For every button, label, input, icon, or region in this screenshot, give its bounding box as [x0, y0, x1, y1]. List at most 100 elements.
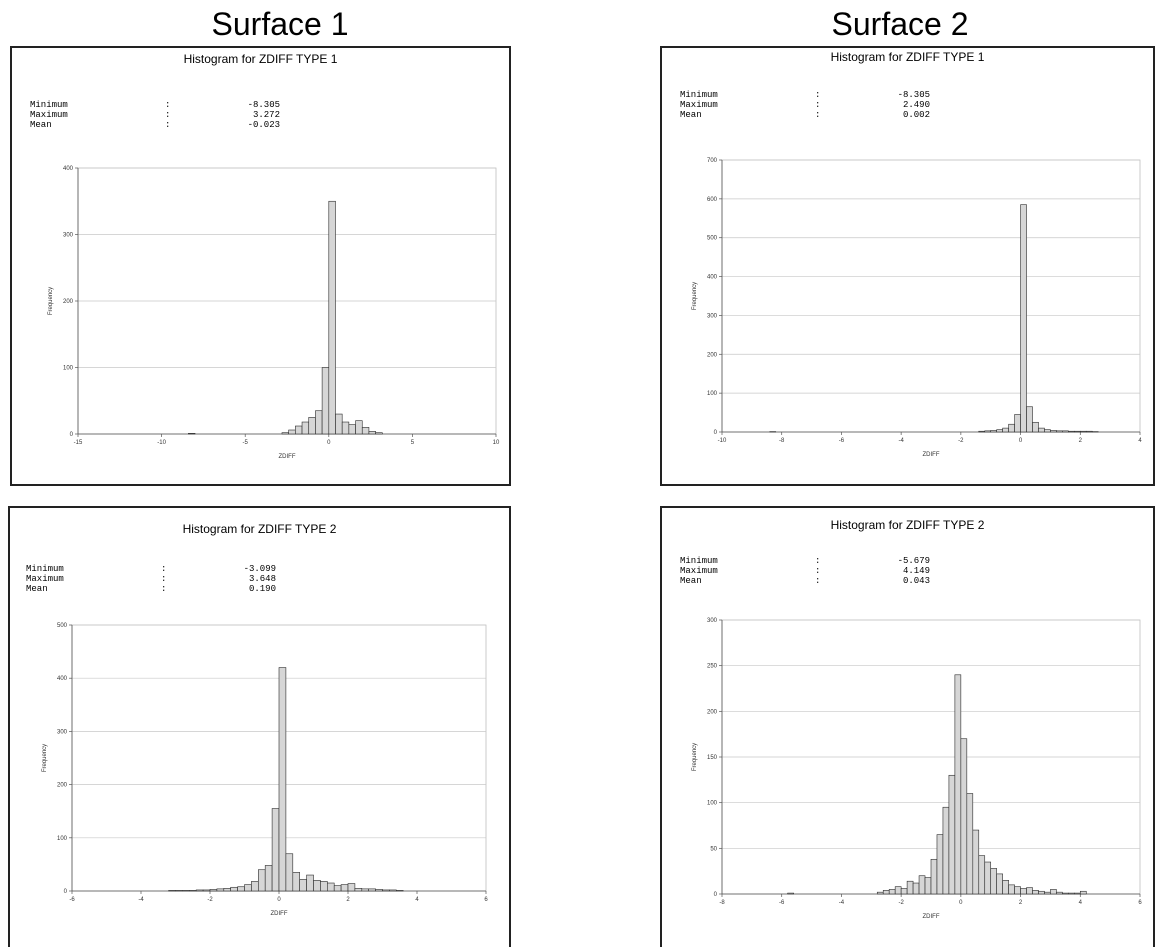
histogram-bar [1062, 893, 1068, 894]
x-tick-label: 4 [415, 897, 419, 903]
surface-2-title: Surface 2 [800, 6, 1000, 43]
x-tick-label: -2 [898, 900, 904, 906]
x-tick-label: 2 [1019, 900, 1023, 906]
histogram-bar [196, 890, 203, 891]
histogram-bar [1027, 407, 1033, 432]
histogram-bar [919, 876, 925, 894]
histogram-bar [1015, 415, 1021, 432]
y-tick-label: 300 [707, 618, 718, 624]
y-axis-label: Frequency [48, 287, 54, 315]
x-axis-label: ZDIFF [279, 454, 296, 460]
y-tick-label: 0 [714, 430, 718, 436]
histogram-bar [1056, 892, 1062, 894]
histogram-bar [210, 889, 217, 891]
x-axis-label: ZDIFF [271, 911, 288, 917]
histogram-bar [1009, 885, 1015, 894]
histogram-bar [1080, 431, 1086, 432]
y-axis-label: Frequency [692, 743, 698, 771]
x-tick-label: -10 [157, 440, 166, 446]
histogram-bar [1044, 430, 1050, 432]
y-tick-label: 500 [57, 623, 68, 629]
histogram-bar [1015, 887, 1021, 894]
histogram-bar [322, 368, 329, 435]
histogram-bar [913, 883, 919, 894]
y-tick-label: 100 [63, 366, 74, 372]
histogram-bar [349, 425, 356, 434]
histogram-bar [272, 809, 279, 891]
histogram-bar [329, 201, 336, 434]
y-tick-label: 300 [707, 313, 718, 319]
histogram-bar [341, 885, 348, 891]
histogram-bar [1080, 891, 1086, 894]
y-tick-label: 100 [707, 801, 718, 807]
histogram-bar [1056, 431, 1062, 432]
histogram-bar [396, 890, 403, 891]
y-tick-label: 300 [57, 729, 68, 735]
histogram-bar [1062, 431, 1068, 432]
histogram-bar [1003, 880, 1009, 894]
histogram-bar [189, 890, 196, 891]
histogram-bar [369, 889, 376, 891]
histogram-bar [245, 885, 252, 891]
histogram-bar [1050, 889, 1056, 894]
x-tick-label: -2 [958, 438, 964, 444]
histogram-bar [991, 430, 997, 432]
histogram-bar [1050, 430, 1056, 432]
histogram-bar [265, 865, 272, 891]
histogram-bar [895, 887, 901, 894]
y-tick-label: 150 [707, 755, 718, 761]
histogram-bar [224, 888, 231, 891]
surface-1-title: Surface 1 [180, 6, 380, 43]
histogram-bar [389, 890, 396, 891]
x-tick-label: 4 [1079, 900, 1083, 906]
histogram-bar [279, 668, 286, 891]
histogram-bar [1038, 428, 1044, 432]
y-tick-label: 100 [57, 836, 68, 842]
histogram-bar [1086, 431, 1092, 432]
x-tick-label: -5 [243, 440, 249, 446]
y-tick-label: 600 [707, 197, 718, 203]
histogram-bar [925, 878, 931, 894]
y-tick-label: 200 [707, 709, 718, 715]
y-tick-label: 50 [710, 846, 717, 852]
histogram-bar [217, 889, 224, 891]
histogram-bar [985, 431, 991, 432]
histogram-bar [901, 889, 907, 894]
histogram-bar [973, 830, 979, 894]
histogram-bar [985, 862, 991, 894]
x-tick-label: 6 [1138, 900, 1142, 906]
histogram-bar [997, 874, 1003, 894]
histogram-bar [383, 890, 390, 891]
x-tick-label: -2 [207, 897, 213, 903]
histogram-bar [169, 890, 176, 891]
y-tick-label: 400 [63, 166, 74, 172]
histogram-bar [1033, 422, 1039, 432]
histogram-bar [369, 431, 376, 434]
x-tick-label: 5 [411, 440, 415, 446]
histogram-bar [1038, 891, 1044, 894]
y-tick-label: 300 [63, 233, 74, 239]
histogram-bar [376, 889, 383, 891]
histogram-bar [889, 889, 895, 894]
histogram-bar [327, 883, 334, 891]
histogram-bar [307, 875, 314, 891]
histogram-bar [1068, 431, 1074, 432]
x-tick-label: -8 [719, 900, 725, 906]
x-tick-label: -15 [74, 440, 83, 446]
histogram-bar [1003, 428, 1009, 432]
histogram-bar [955, 675, 961, 894]
plot-area [722, 160, 1140, 432]
histogram-bar [362, 889, 369, 891]
x-tick-label: -4 [839, 900, 845, 906]
histogram-bar [182, 890, 189, 891]
x-tick-label: -4 [898, 438, 904, 444]
y-axis-label: Frequency [42, 744, 48, 772]
histogram-bar [943, 807, 949, 894]
histogram-bar [1044, 892, 1050, 894]
histogram-bar [348, 884, 355, 891]
histogram-panel-surface2-type1: Histogram for ZDIFF TYPE 1 Minimum:-8.30… [660, 46, 1155, 486]
y-tick-label: 200 [707, 352, 718, 358]
y-tick-label: 250 [707, 664, 718, 670]
histogram-bar [967, 794, 973, 894]
x-tick-label: 0 [959, 900, 963, 906]
